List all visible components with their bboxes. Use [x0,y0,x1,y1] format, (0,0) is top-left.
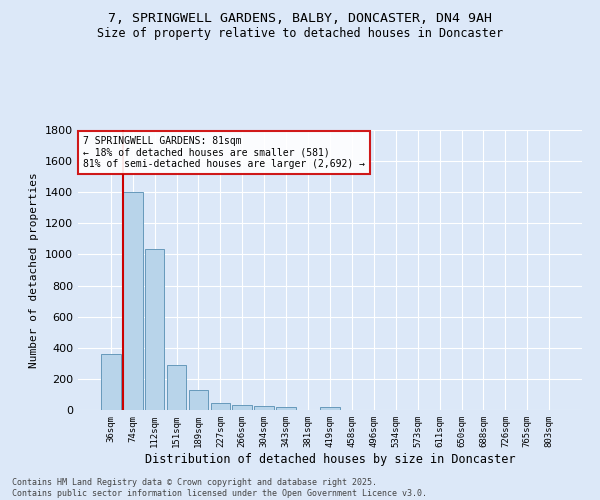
Bar [101,354,121,410]
Y-axis label: Number of detached properties: Number of detached properties [29,172,40,368]
Bar [145,249,164,410]
Text: 7 SPRINGWELL GARDENS: 81sqm
← 18% of detached houses are smaller (581)
81% of se: 7 SPRINGWELL GARDENS: 81sqm ← 18% of det… [83,136,365,169]
Bar [232,404,252,410]
Bar [254,406,274,410]
Bar [123,192,143,410]
Bar [276,407,296,410]
Text: Contains HM Land Registry data © Crown copyright and database right 2025.
Contai: Contains HM Land Registry data © Crown c… [12,478,427,498]
Bar [320,407,340,410]
Text: Size of property relative to detached houses in Doncaster: Size of property relative to detached ho… [97,28,503,40]
X-axis label: Distribution of detached houses by size in Doncaster: Distribution of detached houses by size … [145,452,515,466]
Bar [167,365,187,410]
Bar [211,404,230,410]
Text: 7, SPRINGWELL GARDENS, BALBY, DONCASTER, DN4 9AH: 7, SPRINGWELL GARDENS, BALBY, DONCASTER,… [108,12,492,26]
Bar [188,390,208,410]
